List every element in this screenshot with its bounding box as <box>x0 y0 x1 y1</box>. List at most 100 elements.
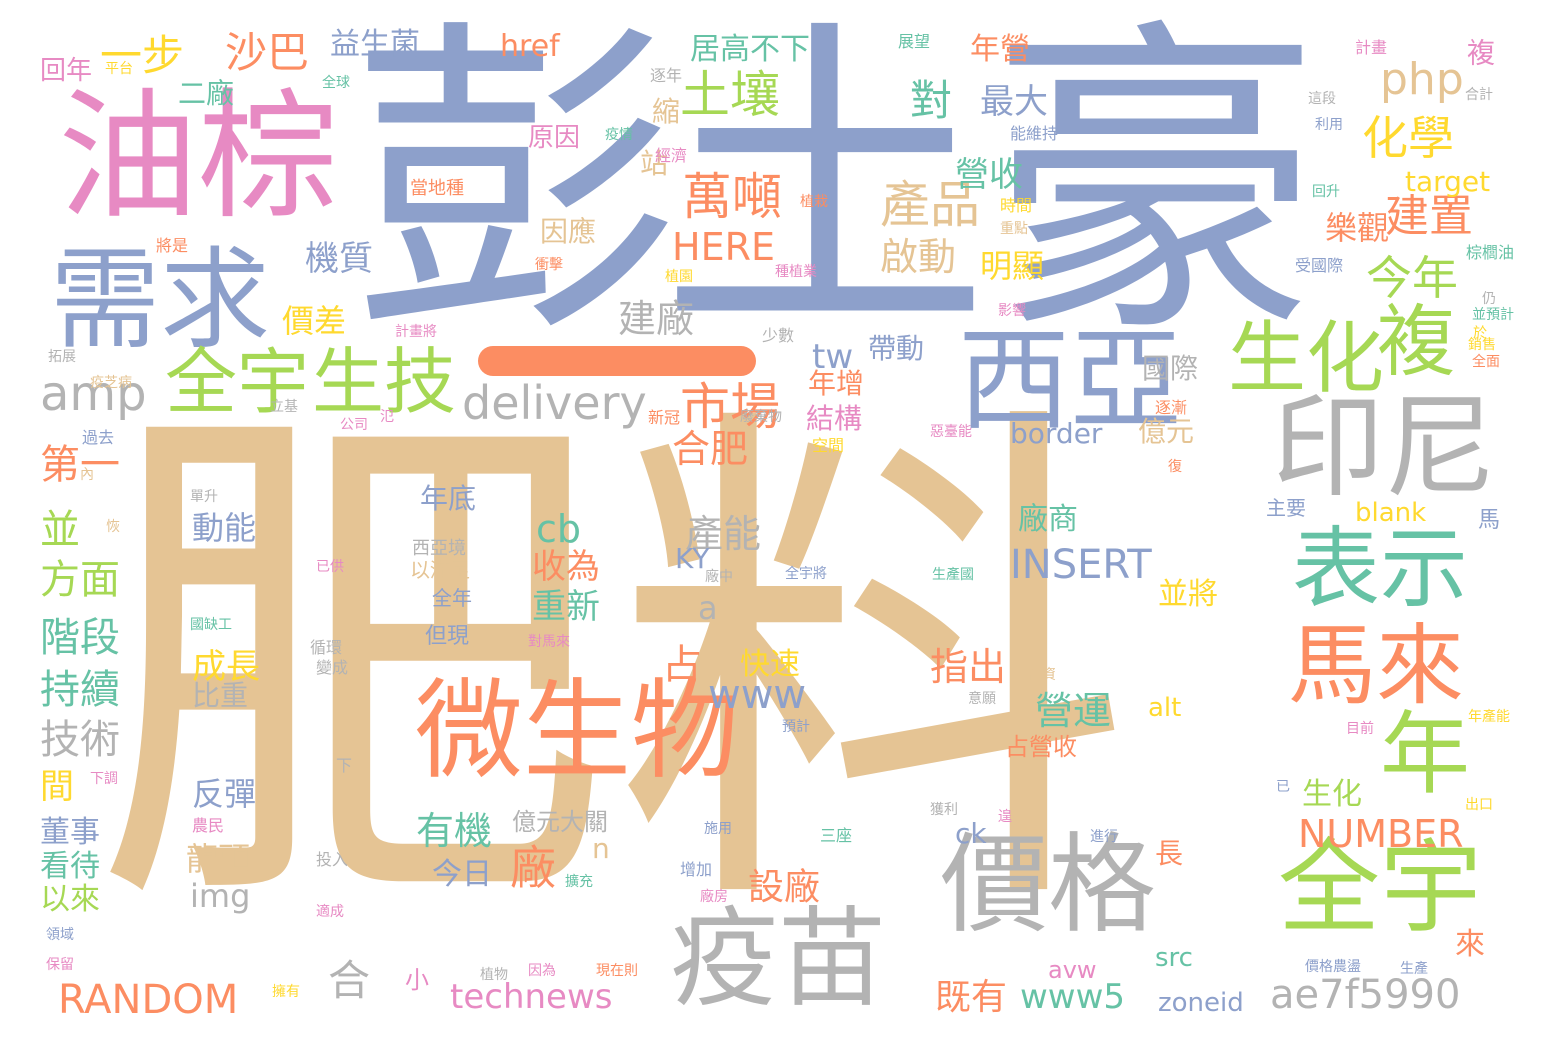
word-28: 沙巴 <box>225 28 310 77</box>
word-109: ae7f5990 <box>1270 972 1461 1018</box>
word-112: 來 <box>1455 927 1485 962</box>
word-54: 結構 <box>806 402 863 435</box>
word-183: 獲利 <box>930 802 958 818</box>
word-130: 種植業 <box>775 264 817 280</box>
word-90: 有機 <box>416 809 493 853</box>
word-68: 方面 <box>40 557 120 603</box>
word-41: 居高不下 <box>690 32 810 67</box>
word-197: 因為 <box>528 963 556 979</box>
word-131: 時間 <box>1000 196 1033 215</box>
word-60: cb <box>536 507 582 551</box>
word-193: 領域 <box>46 927 74 943</box>
word-138: 受國際 <box>1295 256 1344 275</box>
word-66: 第一 <box>40 442 120 488</box>
word-77: 年底 <box>420 482 477 515</box>
word-190: 增加 <box>680 860 713 879</box>
word-145: 疫芝病 <box>90 375 132 391</box>
word-8: 疫苗 <box>670 897 887 1022</box>
word-21: 產品 <box>880 176 980 234</box>
word-74: 看待 <box>40 849 100 884</box>
word-43: href <box>500 29 560 64</box>
word-50: 原因 <box>528 123 581 153</box>
word-94: 設廠 <box>748 867 821 908</box>
word-86: www <box>708 672 807 718</box>
word-106: 既有 <box>935 977 1008 1018</box>
word-158: 復 <box>1168 459 1182 475</box>
word-195: 保留 <box>46 957 74 973</box>
word-152: 少數 <box>762 326 795 345</box>
word-51: 帶動 <box>868 332 925 365</box>
word-2: 土豪 <box>660 0 1320 377</box>
word-87: 快速 <box>740 647 800 682</box>
word-34: 價差 <box>282 302 347 340</box>
word-194: 廠房 <box>700 889 728 905</box>
word-140: 計畫 <box>1355 38 1388 57</box>
word-133: 影響 <box>998 303 1026 319</box>
word-128: 衝擊 <box>535 257 563 273</box>
word-122: 全球 <box>322 75 350 91</box>
word-102: blank <box>1355 498 1427 528</box>
word-61: 收為 <box>532 547 600 587</box>
word-188: 農民 <box>192 816 225 835</box>
word-19: delivery <box>462 376 647 430</box>
word-88: 指出 <box>930 645 1007 689</box>
word-26: 建置 <box>1385 191 1473 242</box>
word-29: 一步 <box>100 31 185 80</box>
word-182: 出口 <box>1465 797 1493 813</box>
word-37: 營收 <box>955 155 1023 195</box>
word-121: 平台 <box>105 61 133 77</box>
word-186: 三座 <box>820 826 853 845</box>
word-3: 油棕 <box>58 76 339 239</box>
word-103: RANDOM <box>58 977 239 1023</box>
word-170: 廠中 <box>705 569 733 585</box>
word-35: 建廠 <box>618 297 695 341</box>
word-73: 董事 <box>40 815 100 850</box>
word-175: 意願 <box>968 691 996 707</box>
word-5: 西亞 <box>958 316 1182 446</box>
word-134: 能維持 <box>1010 124 1059 143</box>
word-192: 適成 <box>316 904 344 920</box>
word-100: ck <box>955 817 987 850</box>
word-168: 循環 <box>310 638 343 657</box>
word-17: 生技 <box>312 340 457 424</box>
word-33: 機質 <box>305 239 373 279</box>
word-105: technews <box>450 977 613 1017</box>
word-160: 仍 <box>1482 291 1496 307</box>
word-12: 馬來 <box>1288 614 1465 717</box>
word-81: 龍頭 <box>186 840 251 878</box>
dash-bar <box>478 346 756 376</box>
word-149: 過去 <box>82 428 115 447</box>
word-146: 立基 <box>270 399 298 415</box>
word-143: 將是 <box>156 236 189 255</box>
word-0: 肥料 <box>92 365 1132 971</box>
word-120: 複 <box>1463 38 1496 66</box>
word-45: 回年 <box>40 56 93 86</box>
word-76: 動能 <box>192 509 257 547</box>
word-137: 回升 <box>1312 184 1340 200</box>
word-199: 擁有 <box>272 984 300 1000</box>
word-32: 啟動 <box>880 235 957 279</box>
word-123: 逐年 <box>650 66 683 85</box>
word-107: www5 <box>1020 977 1126 1017</box>
word-62: 重新 <box>532 587 600 627</box>
word-157: 逐漸 <box>1155 398 1188 417</box>
word-25: 今年 <box>1366 251 1458 305</box>
word-11: 表示 <box>1292 517 1469 620</box>
word-67: 並 <box>40 507 80 553</box>
word-57: 億元 <box>1138 415 1195 448</box>
word-139: 棕櫚油 <box>1466 243 1515 262</box>
word-4: 需求 <box>50 236 270 364</box>
word-147: 公司 <box>340 417 368 433</box>
word-124: 疫情 <box>605 127 633 143</box>
word-16: 全宇 <box>165 340 310 424</box>
word-40: target <box>1405 165 1491 198</box>
word-154: 廢棄物 <box>740 409 782 425</box>
word-172: 生產國 <box>932 567 974 583</box>
word-104: 合 <box>328 956 371 1005</box>
word-117: 西亞境 <box>412 538 466 559</box>
word-64: INSERT <box>1010 542 1152 588</box>
word-18: amp <box>40 366 147 422</box>
word-78: 成長 <box>192 647 260 687</box>
word-201: 生產 <box>1400 961 1428 977</box>
word-9: 價格 <box>940 823 1157 948</box>
